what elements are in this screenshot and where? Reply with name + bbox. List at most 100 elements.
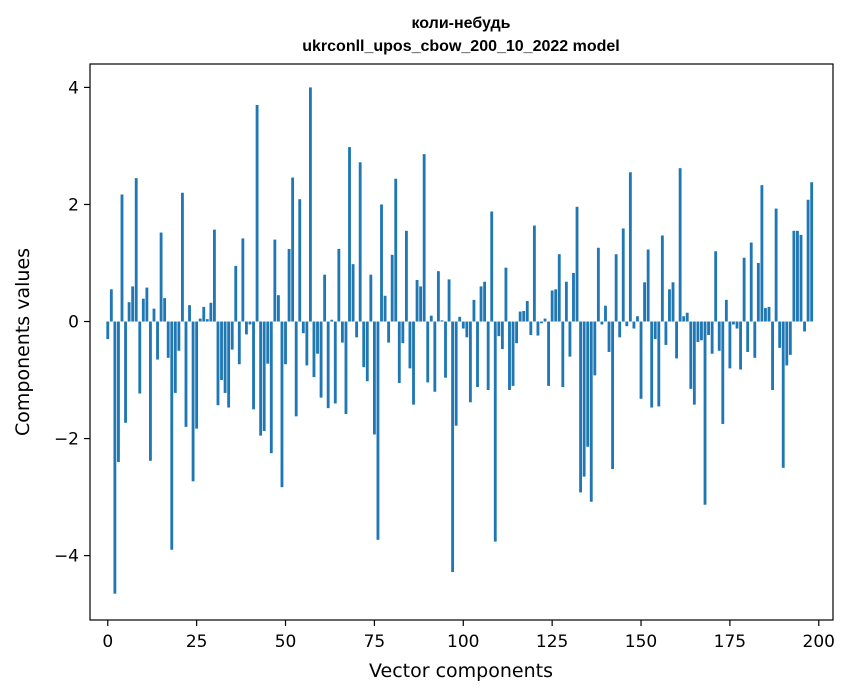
bar — [806, 199, 810, 322]
bar — [259, 321, 263, 436]
bar — [397, 321, 401, 383]
bar — [604, 305, 607, 322]
bar — [134, 178, 138, 322]
bar — [284, 321, 287, 365]
bar — [511, 321, 515, 386]
bar — [152, 308, 156, 322]
y-axis-ticks: −4 −2 0 2 4 — [54, 78, 90, 567]
bar — [269, 321, 273, 454]
bar — [287, 248, 291, 322]
bar — [213, 229, 216, 322]
bar — [657, 321, 661, 407]
bar — [266, 321, 270, 364]
x-axis-label: Vector components — [369, 660, 553, 682]
bar — [749, 242, 753, 322]
bar — [429, 315, 433, 322]
bar — [138, 321, 142, 394]
x-tick-label: 50 — [275, 632, 297, 652]
bar — [408, 321, 412, 369]
bar — [230, 321, 234, 350]
bar — [543, 318, 547, 322]
bar — [163, 298, 167, 322]
bar — [109, 289, 113, 322]
bar — [490, 211, 494, 322]
bar — [575, 206, 579, 322]
bar — [643, 282, 646, 322]
bar — [540, 321, 543, 324]
bar — [700, 321, 703, 341]
bar — [803, 321, 806, 332]
bar — [579, 321, 583, 493]
bar — [525, 301, 529, 322]
bar — [788, 321, 792, 355]
bar — [237, 321, 241, 365]
bar — [390, 254, 394, 322]
bar — [607, 321, 611, 352]
y-tick-label: −2 — [54, 430, 79, 450]
bar — [628, 172, 632, 322]
bar — [369, 274, 373, 322]
bar — [106, 321, 110, 340]
bar — [504, 267, 508, 322]
bar — [444, 321, 447, 378]
bar — [362, 321, 366, 368]
bar — [707, 321, 710, 335]
bar — [422, 154, 426, 322]
bar — [326, 321, 330, 409]
plot-frame — [89, 63, 834, 621]
bar — [646, 249, 650, 322]
bar — [436, 271, 440, 322]
bar — [756, 262, 760, 322]
bar — [205, 319, 209, 322]
bar — [184, 321, 188, 427]
bar — [209, 302, 213, 322]
bar — [145, 287, 149, 322]
bar — [156, 321, 159, 360]
bar — [198, 318, 202, 322]
bar — [323, 274, 327, 322]
bar — [113, 321, 117, 594]
bar — [778, 321, 782, 348]
bar — [596, 247, 600, 322]
bar — [415, 279, 419, 322]
bar — [671, 282, 675, 322]
bar — [479, 286, 483, 322]
bar — [561, 321, 565, 388]
bar — [149, 321, 152, 461]
bar — [529, 321, 533, 335]
bar — [308, 87, 312, 322]
bar — [191, 321, 195, 482]
bar — [440, 320, 444, 322]
bar — [625, 321, 629, 327]
bar — [586, 321, 590, 447]
y-tick-label: 2 — [68, 195, 79, 215]
bar — [376, 321, 380, 540]
bar — [472, 299, 476, 322]
bar — [746, 321, 750, 352]
bar — [223, 321, 227, 393]
bar — [753, 321, 757, 358]
bar — [173, 321, 177, 393]
bar — [636, 316, 639, 322]
bar — [394, 178, 398, 322]
bar — [611, 321, 615, 470]
y-tick-label: 0 — [68, 313, 79, 333]
chart-subtitle: ukrconll_upos_cbow_200_10_2022 model — [302, 38, 619, 55]
bar — [380, 204, 383, 322]
bar — [124, 321, 127, 423]
bar — [764, 308, 767, 322]
bar — [593, 321, 597, 376]
bar — [202, 306, 206, 322]
bar — [710, 321, 714, 354]
bar — [771, 321, 774, 390]
bar — [500, 321, 504, 350]
bar — [316, 321, 319, 354]
bar — [732, 321, 735, 325]
bar — [280, 321, 284, 488]
bar — [792, 230, 796, 322]
bar — [159, 232, 163, 322]
bar — [508, 321, 511, 390]
bar — [216, 321, 220, 406]
bar — [639, 321, 643, 399]
bar — [767, 306, 771, 322]
